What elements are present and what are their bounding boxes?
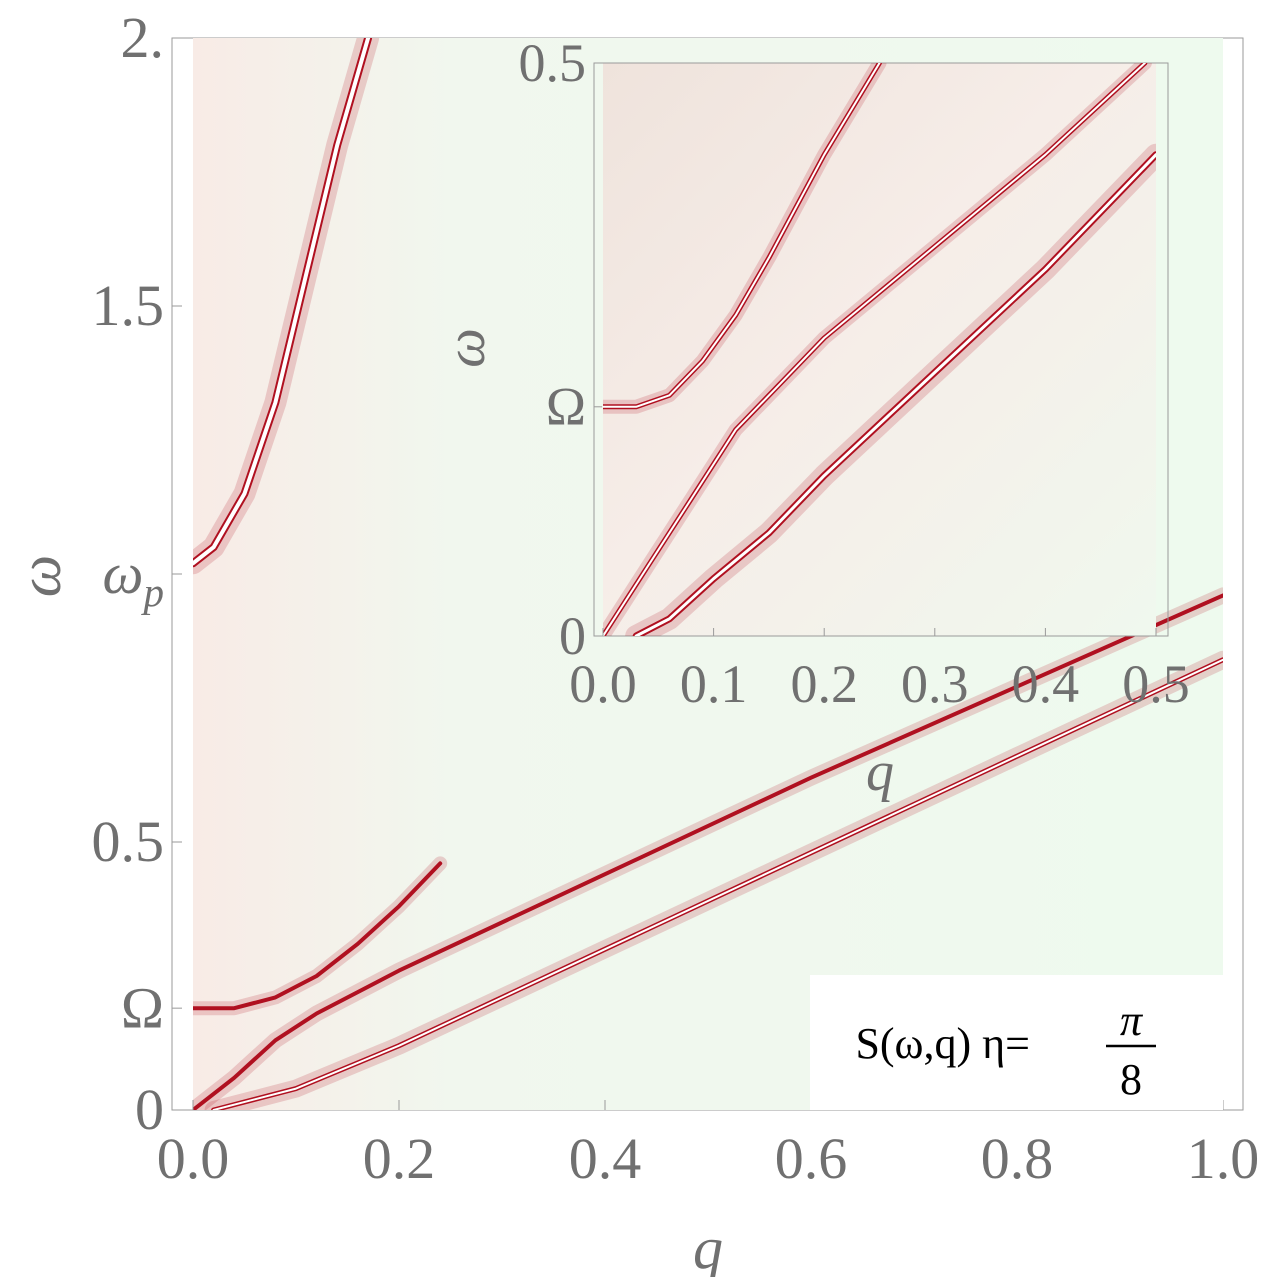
dispersion-branch-2 [193,861,443,1011]
y-tick-label: 0.5 [519,33,587,93]
main-dispersion-curves [193,38,1223,1110]
y-tick-label: Ω [121,975,164,1040]
x-tick-label: 0.2 [363,1126,436,1191]
x-tick-label: 0.8 [981,1126,1054,1191]
y-tick-label: 2. [121,5,165,70]
main-x-tick-labels: 0.0 0.2 0.4 0.6 0.8 1.0 [157,1126,1260,1191]
x-tick-label: 0.2 [790,654,858,714]
legend-box: S(ω,q) η= π 8 [810,975,1223,1110]
x-tick-label: 0.5 [1122,654,1190,714]
inset-plot: 0.0 0.1 0.2 0.3 0.4 0.5 0 Ω 0.5 q ω [435,33,1190,803]
y-tick-label: 0 [135,1077,164,1142]
main-x-axis-label: q [693,1215,723,1277]
main-y-axis-label: ω [7,555,73,597]
inset-y-tick-labels: 0 Ω 0.5 [519,33,587,666]
dispersion-branch-3 [193,593,1223,1110]
x-tick-label: 0.3 [901,654,969,714]
dispersion-branch-1-core [603,63,881,408]
x-tick-label: 0.4 [1012,654,1080,714]
y-tick-label: 0.5 [92,809,165,874]
main-y-tick-labels: 0 Ω 0.5 ωp 1.5 2. [92,5,165,1142]
y-tick-label: ωp [103,541,164,615]
x-tick-label: 0.1 [680,654,748,714]
legend-background [810,975,1223,1110]
dispersion-branch-2-core [603,63,1146,636]
dispersion-branch-3-core [634,153,1156,636]
inset-heatmap-background [603,63,1156,636]
dispersion-branch-1-core [193,38,371,566]
y-tick-label: 0 [559,606,586,666]
inset-y-axis-label: ω [435,328,497,368]
legend-fraction-denominator: 8 [1120,1055,1142,1104]
legend-prefix: S(ω,q) η= [855,1019,1030,1068]
inset-dispersion-curves [603,63,1156,636]
inset-axis-ticks [594,62,1157,637]
x-tick-label: 0.0 [569,654,637,714]
y-tick-label: 1.5 [92,273,165,338]
x-tick-label: 0.0 [157,1126,230,1191]
legend-fraction-numerator: π [1120,996,1144,1045]
y-tick-label: Ω [546,377,586,437]
x-tick-label: 0.4 [569,1126,642,1191]
x-tick-label: 0.6 [775,1126,848,1191]
inset-x-axis-label: q [866,741,894,803]
inset-x-tick-labels: 0.0 0.1 0.2 0.3 0.4 0.5 [569,654,1190,714]
x-tick-label: 1.0 [1187,1126,1260,1191]
dispersion-branch-4-core [212,658,1223,1110]
